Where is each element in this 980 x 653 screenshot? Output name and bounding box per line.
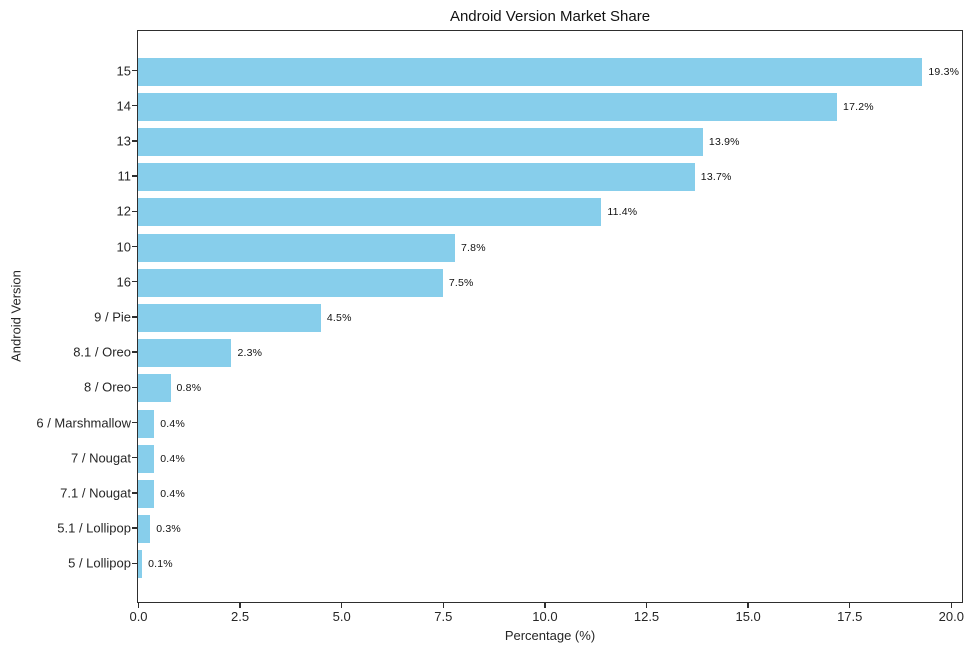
y-tick-label: 11 bbox=[117, 168, 132, 184]
y-tick-mark bbox=[132, 386, 137, 389]
bar-value-label: 7.8% bbox=[461, 241, 486, 254]
x-tick-mark bbox=[442, 603, 445, 608]
bar bbox=[138, 444, 155, 473]
x-tick-mark bbox=[645, 603, 648, 608]
y-tick-mark bbox=[132, 69, 137, 72]
y-tick-mark bbox=[132, 210, 137, 213]
y-tick-label: 12 bbox=[116, 203, 131, 219]
y-tick-mark bbox=[132, 245, 137, 248]
bar bbox=[138, 127, 703, 156]
y-tick-label: 5 / Lollipop bbox=[68, 555, 131, 571]
y-tick-label: 13 bbox=[116, 133, 131, 149]
y-tick-mark bbox=[132, 280, 137, 283]
y-tick-mark bbox=[132, 175, 137, 177]
y-tick-label: 9 / Pie bbox=[94, 309, 131, 325]
x-tick-mark bbox=[340, 603, 343, 608]
x-tick-label: 7.5 bbox=[434, 609, 453, 624]
plot-area: 19.3% 17.2% 13.9% 13.7% 11.4% 7.8% 7.5% 4.5% 2.3… bbox=[137, 30, 963, 603]
x-tick-label: 20.0 bbox=[938, 609, 964, 624]
y-tick-mark bbox=[132, 140, 137, 142]
y-tick-label: 5.1 / Lollipop bbox=[57, 520, 131, 536]
bar bbox=[138, 303, 321, 332]
chart-title: Android Version Market Share bbox=[449, 8, 651, 25]
bar bbox=[138, 339, 232, 368]
x-tick-label: 12.5 bbox=[633, 609, 660, 624]
x-tick-mark bbox=[239, 603, 241, 608]
y-tick-label: 14 bbox=[116, 98, 131, 114]
x-tick-mark bbox=[137, 603, 140, 608]
x-tick-mark bbox=[747, 603, 749, 608]
x-tick-label: 0.0 bbox=[129, 609, 148, 624]
y-tick-label: 8 / Oreo bbox=[84, 379, 131, 395]
bar-value-label: 0.4% bbox=[160, 417, 185, 430]
bar-value-label: 0.3% bbox=[156, 523, 181, 536]
y-tick-label: 16 bbox=[116, 274, 131, 290]
bar bbox=[138, 268, 443, 297]
bar-value-label: 0.1% bbox=[148, 558, 173, 571]
bar bbox=[138, 198, 602, 227]
y-tick-label: 15 bbox=[116, 63, 131, 78]
bar-value-label: 0.4% bbox=[160, 452, 185, 465]
bar bbox=[138, 515, 151, 544]
y-tick-mark bbox=[132, 456, 137, 459]
y-tick-mark bbox=[132, 421, 137, 424]
x-tick-label: 17.5 bbox=[837, 609, 863, 624]
x-tick-mark bbox=[848, 603, 851, 608]
y-tick-mark bbox=[132, 316, 137, 318]
bar bbox=[138, 163, 695, 192]
bar bbox=[138, 92, 838, 121]
bar-value-label: 17.2% bbox=[843, 100, 874, 113]
bar bbox=[138, 57, 923, 86]
y-tick-label: 7.1 / Nougat bbox=[60, 485, 131, 501]
y-tick-label: 10 bbox=[116, 239, 131, 254]
y-tick-mark bbox=[132, 492, 137, 494]
y-axis-label: Android Version bbox=[8, 270, 24, 362]
bar bbox=[138, 374, 171, 403]
bar bbox=[138, 233, 455, 262]
bar-value-label: 13.9% bbox=[708, 135, 740, 148]
y-tick-label: 8.1 / Oreo bbox=[73, 344, 131, 360]
bar-value-label: 2.3% bbox=[237, 347, 263, 360]
y-tick-mark bbox=[132, 562, 137, 565]
bar-value-label: 7.5% bbox=[448, 276, 474, 289]
bar bbox=[138, 409, 155, 438]
y-tick-mark bbox=[132, 104, 137, 107]
y-tick-label: 6 / Marshmallow bbox=[36, 415, 131, 430]
x-tick-label: 15.0 bbox=[735, 609, 761, 624]
bar-value-label: 0.8% bbox=[176, 382, 202, 395]
y-tick-mark bbox=[132, 527, 137, 529]
x-tick-mark bbox=[544, 603, 546, 608]
x-tick-label: 2.5 bbox=[231, 609, 250, 624]
bar-value-label: 0.4% bbox=[160, 487, 185, 500]
bar bbox=[138, 479, 155, 508]
bar-value-label: 19.3% bbox=[928, 65, 960, 78]
bar-value-label: 4.5% bbox=[326, 311, 352, 324]
x-tick-mark bbox=[950, 603, 953, 608]
y-tick-label: 7 / Nougat bbox=[71, 450, 131, 466]
x-axis-label: Percentage (%) bbox=[504, 628, 596, 643]
x-tick-label: 5.0 bbox=[332, 609, 351, 624]
x-tick-label: 10.0 bbox=[532, 609, 558, 624]
bar-value-label: 13.7% bbox=[700, 171, 732, 184]
bar bbox=[138, 550, 143, 579]
bar-value-label: 11.4% bbox=[607, 206, 638, 219]
y-tick-mark bbox=[132, 351, 137, 353]
